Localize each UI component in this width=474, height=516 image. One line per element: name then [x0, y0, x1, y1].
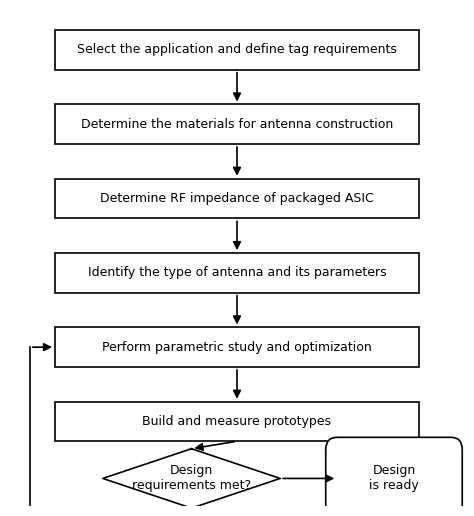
FancyBboxPatch shape: [55, 30, 419, 70]
FancyBboxPatch shape: [55, 327, 419, 367]
Polygon shape: [103, 449, 280, 508]
Text: Build and measure prototypes: Build and measure prototypes: [143, 415, 331, 428]
Text: Perform parametric study and optimization: Perform parametric study and optimizatio…: [102, 341, 372, 353]
Text: Identify the type of antenna and its parameters: Identify the type of antenna and its par…: [88, 266, 386, 279]
Text: Design
is ready: Design is ready: [369, 464, 419, 492]
Text: Determine the materials for antenna construction: Determine the materials for antenna cons…: [81, 118, 393, 131]
FancyBboxPatch shape: [326, 438, 462, 516]
Text: Determine RF impedance of packaged ASIC: Determine RF impedance of packaged ASIC: [100, 192, 374, 205]
Text: Select the application and define tag requirements: Select the application and define tag re…: [77, 43, 397, 56]
FancyBboxPatch shape: [55, 104, 419, 144]
Text: Design
requirements met?: Design requirements met?: [132, 464, 251, 492]
FancyBboxPatch shape: [55, 179, 419, 218]
FancyBboxPatch shape: [55, 401, 419, 441]
FancyBboxPatch shape: [55, 253, 419, 293]
